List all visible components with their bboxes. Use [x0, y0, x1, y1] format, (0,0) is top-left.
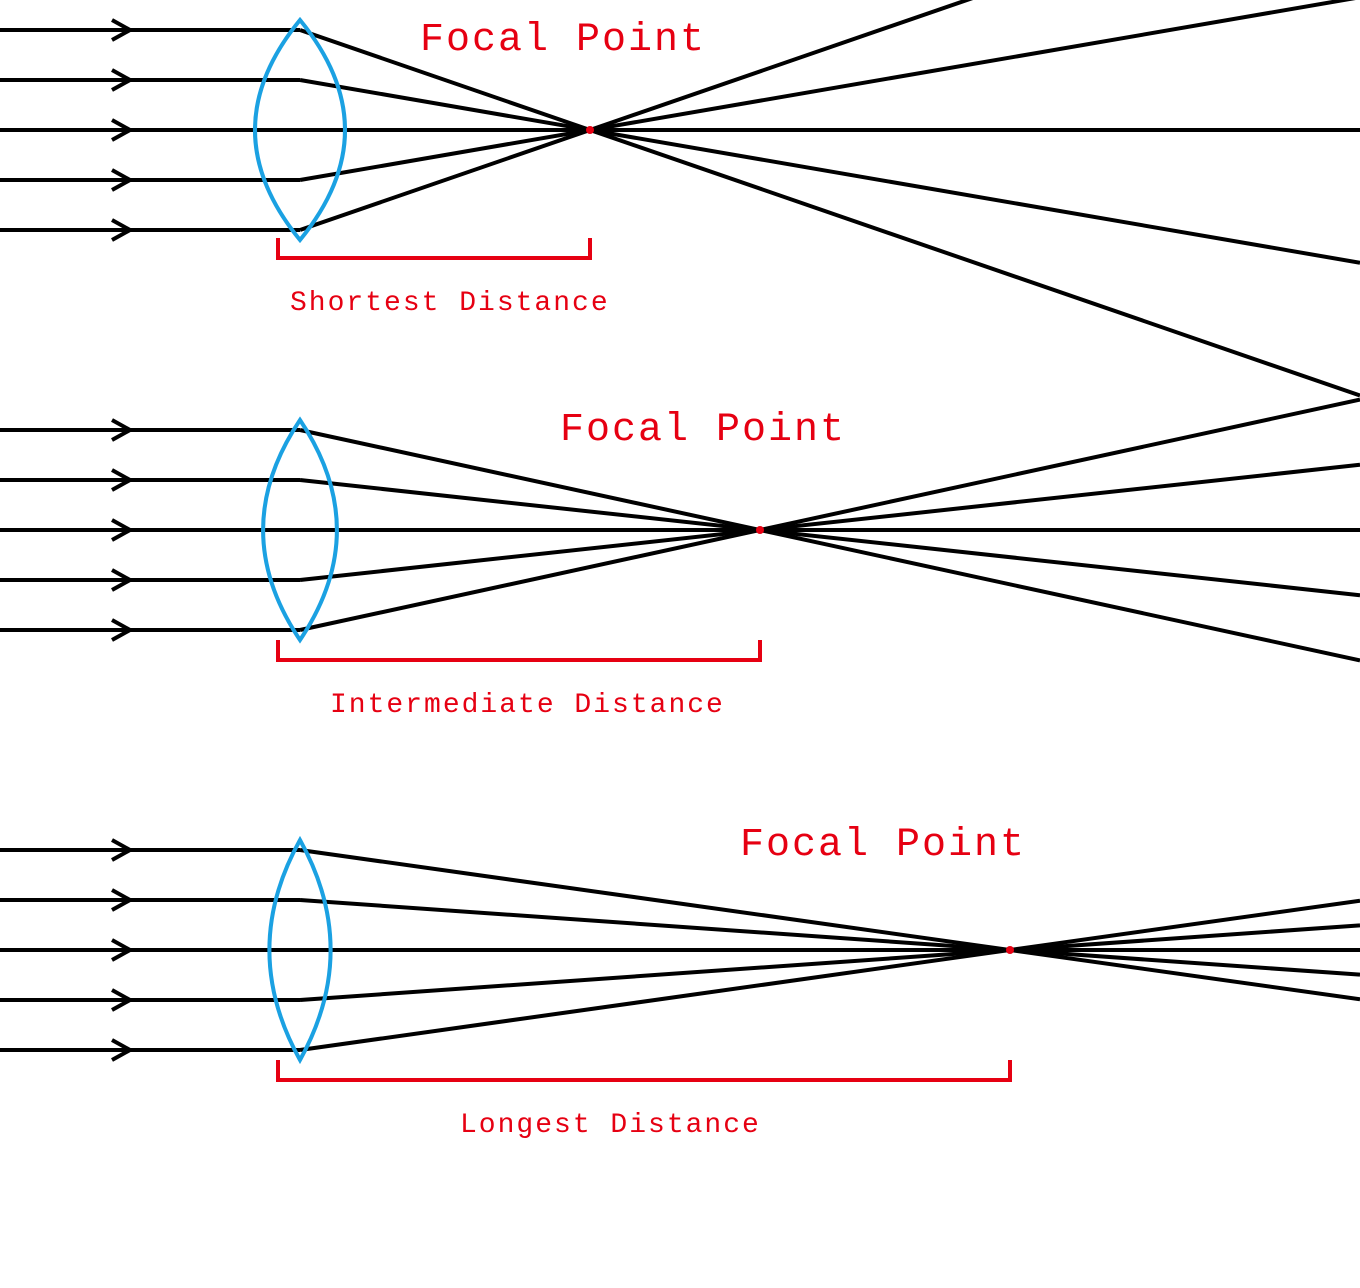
- panel-short: Focal Point Shortest Distance: [0, 0, 1360, 396]
- focal-point: [586, 126, 594, 134]
- focal-point-label: Focal Point: [560, 408, 846, 453]
- distance-caption: Intermediate Distance: [330, 690, 725, 721]
- refracted-ray: [300, 480, 1360, 595]
- refracted-ray: [300, 80, 1360, 263]
- panel-long: Focal Point Longest Distance: [0, 823, 1360, 1141]
- optics-diagram: Focal Point Shortest Distance Focal Point I…: [0, 0, 1360, 1288]
- focal-point-label: Focal Point: [420, 18, 706, 63]
- panel-mid: Focal Point Intermediate Distance: [0, 400, 1360, 721]
- distance-bracket: [278, 640, 760, 660]
- focal-point: [1006, 946, 1014, 954]
- focal-point-label: Focal Point: [740, 823, 1026, 868]
- distance-caption: Shortest Distance: [290, 288, 610, 319]
- refracted-ray: [300, 430, 1360, 660]
- refracted-ray: [300, 30, 1360, 396]
- distance-caption: Longest Distance: [460, 1110, 761, 1141]
- focal-point: [756, 526, 764, 534]
- distance-bracket: [278, 1060, 1010, 1080]
- refracted-ray: [300, 465, 1360, 580]
- distance-bracket: [278, 238, 590, 258]
